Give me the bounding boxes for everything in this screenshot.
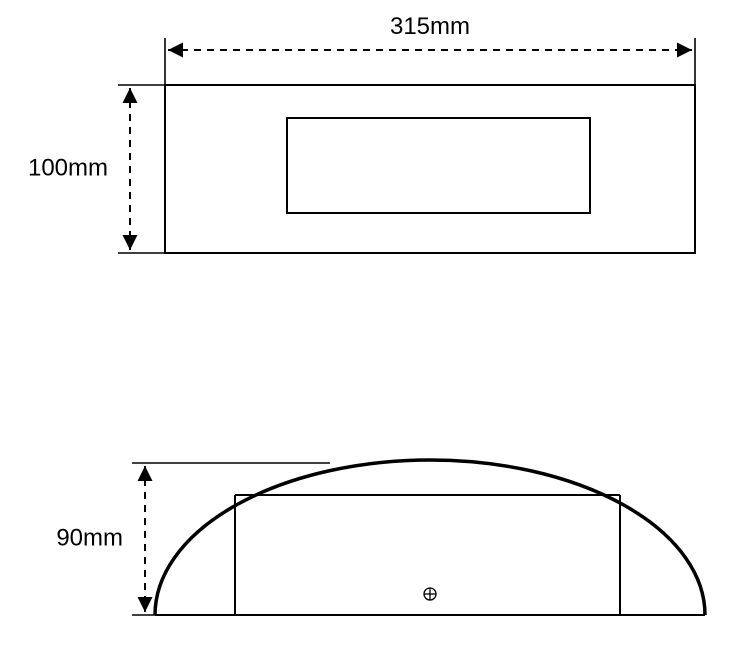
center-mark-icon xyxy=(424,588,436,600)
technical-drawing: 315mm 100mm 90mm xyxy=(0,0,750,660)
inner-rectangle xyxy=(287,118,590,213)
outer-rectangle xyxy=(165,85,695,253)
dimension-label-height-lower: 90mm xyxy=(56,524,123,551)
dimension-label-width: 315mm xyxy=(390,13,470,40)
dimension-label-height-upper: 100mm xyxy=(28,154,108,181)
